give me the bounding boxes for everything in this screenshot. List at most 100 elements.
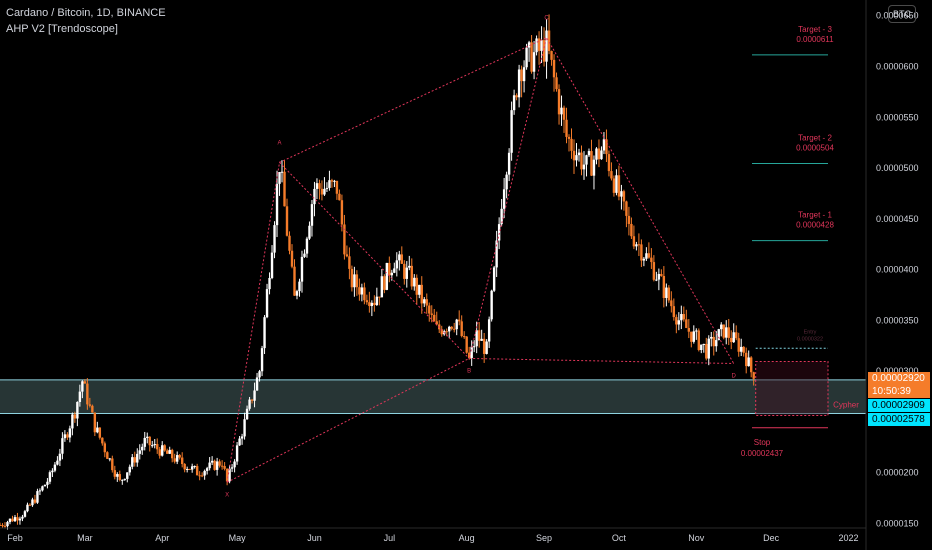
candle-body <box>66 434 69 438</box>
candle-body <box>88 404 92 406</box>
chart-title: Cardano / Bitcoin, 1D, BINANCE <box>6 7 166 19</box>
candle-body <box>472 346 476 348</box>
candle-body <box>255 377 259 391</box>
candle-body <box>383 276 386 290</box>
zone-bottom-badge: 0.00002578 <box>868 413 930 426</box>
candle-body <box>195 466 199 476</box>
candle-body <box>33 499 37 503</box>
candle-body <box>131 457 134 467</box>
x-tick-label: 2022 <box>839 533 859 543</box>
projection-box <box>755 361 829 416</box>
target-label-3: Target - 3 <box>798 25 832 34</box>
candle-body <box>205 468 209 471</box>
candle-body <box>168 449 171 454</box>
candle-body <box>325 187 329 189</box>
candle-body <box>148 436 151 446</box>
candle-body <box>702 343 705 345</box>
candle-body <box>630 223 633 237</box>
candle-body <box>522 67 526 82</box>
candle-body <box>111 458 114 471</box>
candle-body <box>570 138 573 151</box>
candle-body <box>475 330 478 347</box>
candle-body <box>700 344 703 351</box>
candle-body <box>680 314 683 321</box>
candle-body <box>73 414 77 419</box>
candle-body <box>720 324 723 330</box>
candle-body <box>467 352 471 359</box>
candle-body <box>450 326 453 329</box>
candle-body <box>185 468 189 470</box>
candle-body <box>572 150 576 161</box>
candle-body <box>315 183 319 189</box>
candle-body <box>642 258 646 261</box>
candle-body <box>121 479 124 481</box>
candle-body <box>482 338 486 354</box>
y-tick-label: 0.0000200 <box>876 468 919 478</box>
candle-body <box>550 50 553 60</box>
candle-body <box>747 357 750 367</box>
candle-body <box>101 437 104 444</box>
candles-layer <box>0 14 755 530</box>
entry-label: Entry <box>804 329 817 335</box>
candle-body <box>660 273 663 277</box>
candle-body <box>318 183 321 189</box>
candle-body <box>532 52 536 72</box>
candle-body <box>620 191 623 197</box>
y-tick-label: 0.0000500 <box>876 163 919 173</box>
candle-body <box>58 453 62 461</box>
candle-body <box>393 268 396 273</box>
y-tick-label: 0.0000350 <box>876 315 919 325</box>
candle-body <box>31 499 34 506</box>
pattern-bd-line <box>469 357 734 365</box>
candle-body <box>695 330 698 332</box>
candle-body <box>230 467 234 469</box>
candle-body <box>358 287 361 295</box>
candle-body <box>627 215 631 224</box>
indicator-name[interactable]: AHP V2 [Trendoscope] <box>6 23 118 35</box>
candle-body <box>355 274 359 288</box>
target-label-2: Target - 2 <box>798 133 832 142</box>
candle-body <box>745 352 748 367</box>
candle-body <box>81 381 84 392</box>
candle-body <box>273 225 276 253</box>
candle-body <box>328 180 331 188</box>
candle-body <box>21 516 24 519</box>
candle-body <box>333 180 336 182</box>
candle-body <box>13 517 17 522</box>
candle-body <box>8 518 12 523</box>
candle-body <box>158 449 161 456</box>
candle-body <box>687 327 691 332</box>
candle-body <box>487 319 491 342</box>
candle-body <box>585 155 588 165</box>
candle-body <box>83 381 87 384</box>
candle-body <box>91 405 94 413</box>
candle-body <box>657 273 661 280</box>
candle-body <box>403 263 406 279</box>
candle-body <box>200 475 204 477</box>
pattern-zone-layer <box>0 379 866 414</box>
candle-body <box>345 254 349 257</box>
candle-body <box>425 299 428 306</box>
candle-body <box>515 95 518 98</box>
candle-body <box>677 320 681 325</box>
candle-body <box>607 154 611 172</box>
candle-body <box>218 461 221 466</box>
candle-body <box>193 466 196 468</box>
candle-body <box>670 300 673 307</box>
candle-body <box>610 171 613 179</box>
candle-body <box>265 289 269 318</box>
candle-body <box>56 460 59 465</box>
candle-body <box>300 256 304 282</box>
candle-body <box>735 332 738 339</box>
candle-body <box>143 437 146 447</box>
candle-body <box>138 450 141 454</box>
x-tick-label: Nov <box>688 533 705 543</box>
candle-body <box>310 204 314 226</box>
candle-body <box>353 274 356 288</box>
candle-body <box>527 42 531 48</box>
candle-body <box>173 458 176 462</box>
currency-button[interactable]: BTC <box>888 5 916 23</box>
target-value-2: 0.0000504 <box>796 143 834 152</box>
candle-body <box>171 449 174 459</box>
